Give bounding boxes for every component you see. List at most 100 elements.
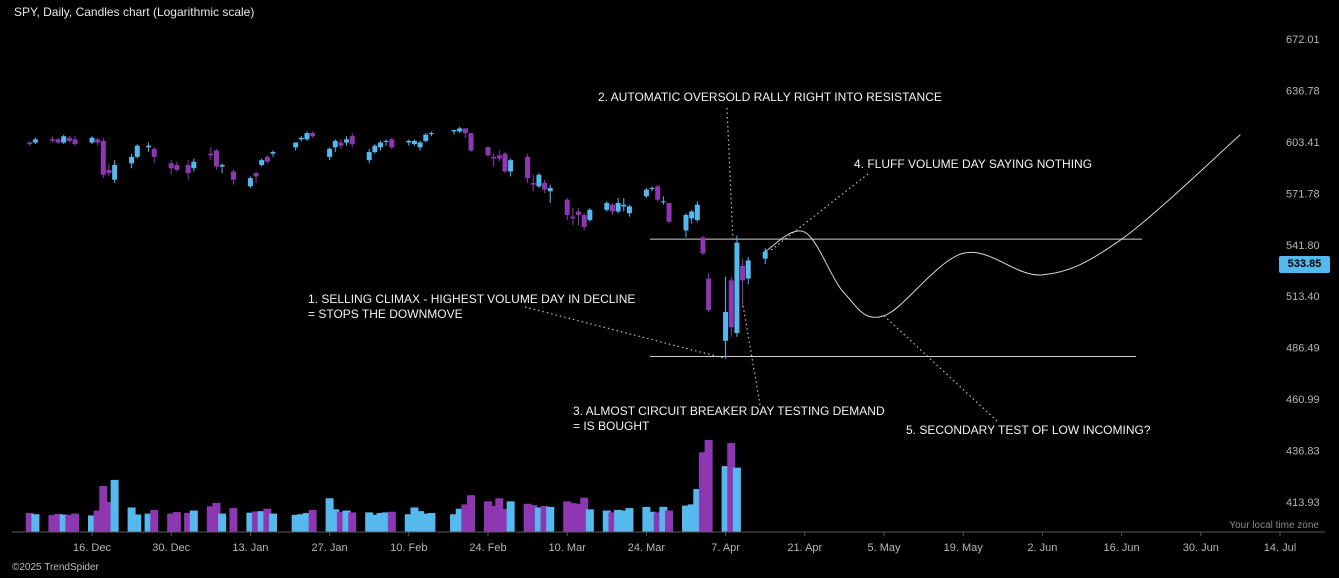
candle-up [304, 131, 310, 141]
price-tick-label: 460.99 [1286, 394, 1320, 406]
time-tick-label: 14. Jul [1264, 542, 1296, 554]
volume-bar [484, 501, 492, 532]
candle-up [649, 186, 655, 192]
volume-bar [619, 510, 628, 532]
volume-bar [727, 443, 736, 532]
candle-body [406, 140, 412, 143]
candle-body [106, 169, 112, 174]
volume-bar [104, 501, 113, 532]
volume-bar [682, 505, 690, 532]
copyright-text: ©2025 TrendSpider [12, 562, 99, 573]
price-tick-label: 603.41 [1286, 137, 1320, 149]
volume-bar [410, 507, 419, 532]
candle-up [723, 276, 729, 359]
volume-bar [297, 514, 306, 532]
candle-down [496, 150, 502, 162]
candle-up [660, 196, 666, 205]
candle-body [310, 133, 316, 137]
candle-body [349, 136, 355, 145]
candle-up [293, 142, 299, 151]
volume-bar [348, 512, 357, 532]
volume-bar [88, 515, 96, 532]
candle-up [378, 140, 384, 151]
candle-down [389, 137, 395, 149]
candle-up [451, 129, 457, 135]
projection-curve [764, 134, 1241, 318]
candle-body [327, 148, 333, 157]
volume-bar [450, 514, 459, 532]
candle-body [649, 187, 655, 189]
annotation-circuit-breaker: 3. ALMOST CIRCUIT BREAKER DAY TESTING DE… [573, 404, 888, 433]
candle-up [411, 139, 417, 146]
annotation-selling-climax: 1. SELLING CLIMAX - HIGHEST VOLUME DAY I… [308, 292, 639, 321]
timezone-label[interactable]: Your local time zone [1229, 520, 1319, 531]
candle-down [310, 131, 316, 138]
candle-down [462, 128, 468, 138]
candle-up [61, 134, 67, 145]
candle-body [428, 133, 434, 135]
candle-body [694, 204, 700, 221]
price-tick-label: 571.78 [1286, 188, 1320, 200]
volume-bar [184, 512, 193, 532]
volume-bar [65, 514, 74, 532]
price-tick-label: 413.93 [1286, 497, 1320, 509]
price-tick-label: 541.80 [1286, 240, 1320, 252]
time-tick-label: 30. Dec [152, 542, 190, 554]
candle-up [615, 197, 621, 214]
candle-down [338, 139, 344, 149]
candle-body [259, 160, 265, 165]
candle-body [666, 203, 672, 222]
candle-body [270, 152, 276, 154]
volume-bar [642, 506, 651, 532]
candle-body [174, 164, 180, 170]
candle-up [423, 133, 429, 143]
volume-bar [342, 510, 351, 532]
volume-bar [133, 514, 142, 532]
candle-down [576, 208, 582, 226]
candle-body [417, 142, 423, 148]
time-tick-label: 10. Mar [549, 542, 587, 554]
candle-body [468, 133, 474, 151]
candle-body [502, 153, 508, 172]
candle-down [564, 197, 570, 221]
candle-down [264, 155, 270, 164]
candle-up [428, 131, 434, 137]
volume-bar [665, 510, 674, 532]
volume-bar [167, 513, 176, 532]
candle-up [112, 160, 118, 183]
volume-bar [495, 498, 504, 532]
candle-up [89, 136, 95, 145]
candle-up [270, 150, 276, 157]
volume-bar [580, 497, 589, 532]
candle-down [66, 136, 72, 143]
annotation-fluff-volume: 4. FLUFF VOLUME DAY SAYING NOTHING [854, 157, 1092, 171]
candle-body [219, 164, 225, 167]
candle-down [655, 184, 661, 202]
time-tick-label: 5. May [867, 542, 901, 554]
volume-bar [206, 506, 215, 532]
price-tick-label: 486.49 [1286, 343, 1320, 355]
candle-down [609, 203, 615, 215]
candle-body [723, 311, 729, 341]
time-tick-label: 2. Jun [1027, 542, 1057, 554]
volume-bar [257, 511, 266, 532]
candle-up [134, 144, 140, 159]
candle-body [706, 278, 712, 311]
price-tick-label: 672.01 [1286, 34, 1320, 46]
candle-down [700, 235, 706, 256]
volume-bar [585, 509, 594, 532]
chart-title: SPY, Daily, Candles chart (Logarithmic s… [14, 5, 255, 19]
candle-up [689, 209, 695, 224]
volume-bar [653, 512, 662, 532]
candle-body [32, 139, 38, 143]
candle-body [49, 139, 55, 141]
candle-body [457, 128, 463, 132]
volume-bar [427, 512, 436, 532]
candle-up [332, 139, 338, 153]
candle-body [208, 153, 214, 156]
volume-bar [263, 508, 272, 532]
candle-up [745, 256, 751, 285]
volume-bar [218, 513, 227, 532]
time-tick-label: 13. Jan [232, 542, 268, 554]
